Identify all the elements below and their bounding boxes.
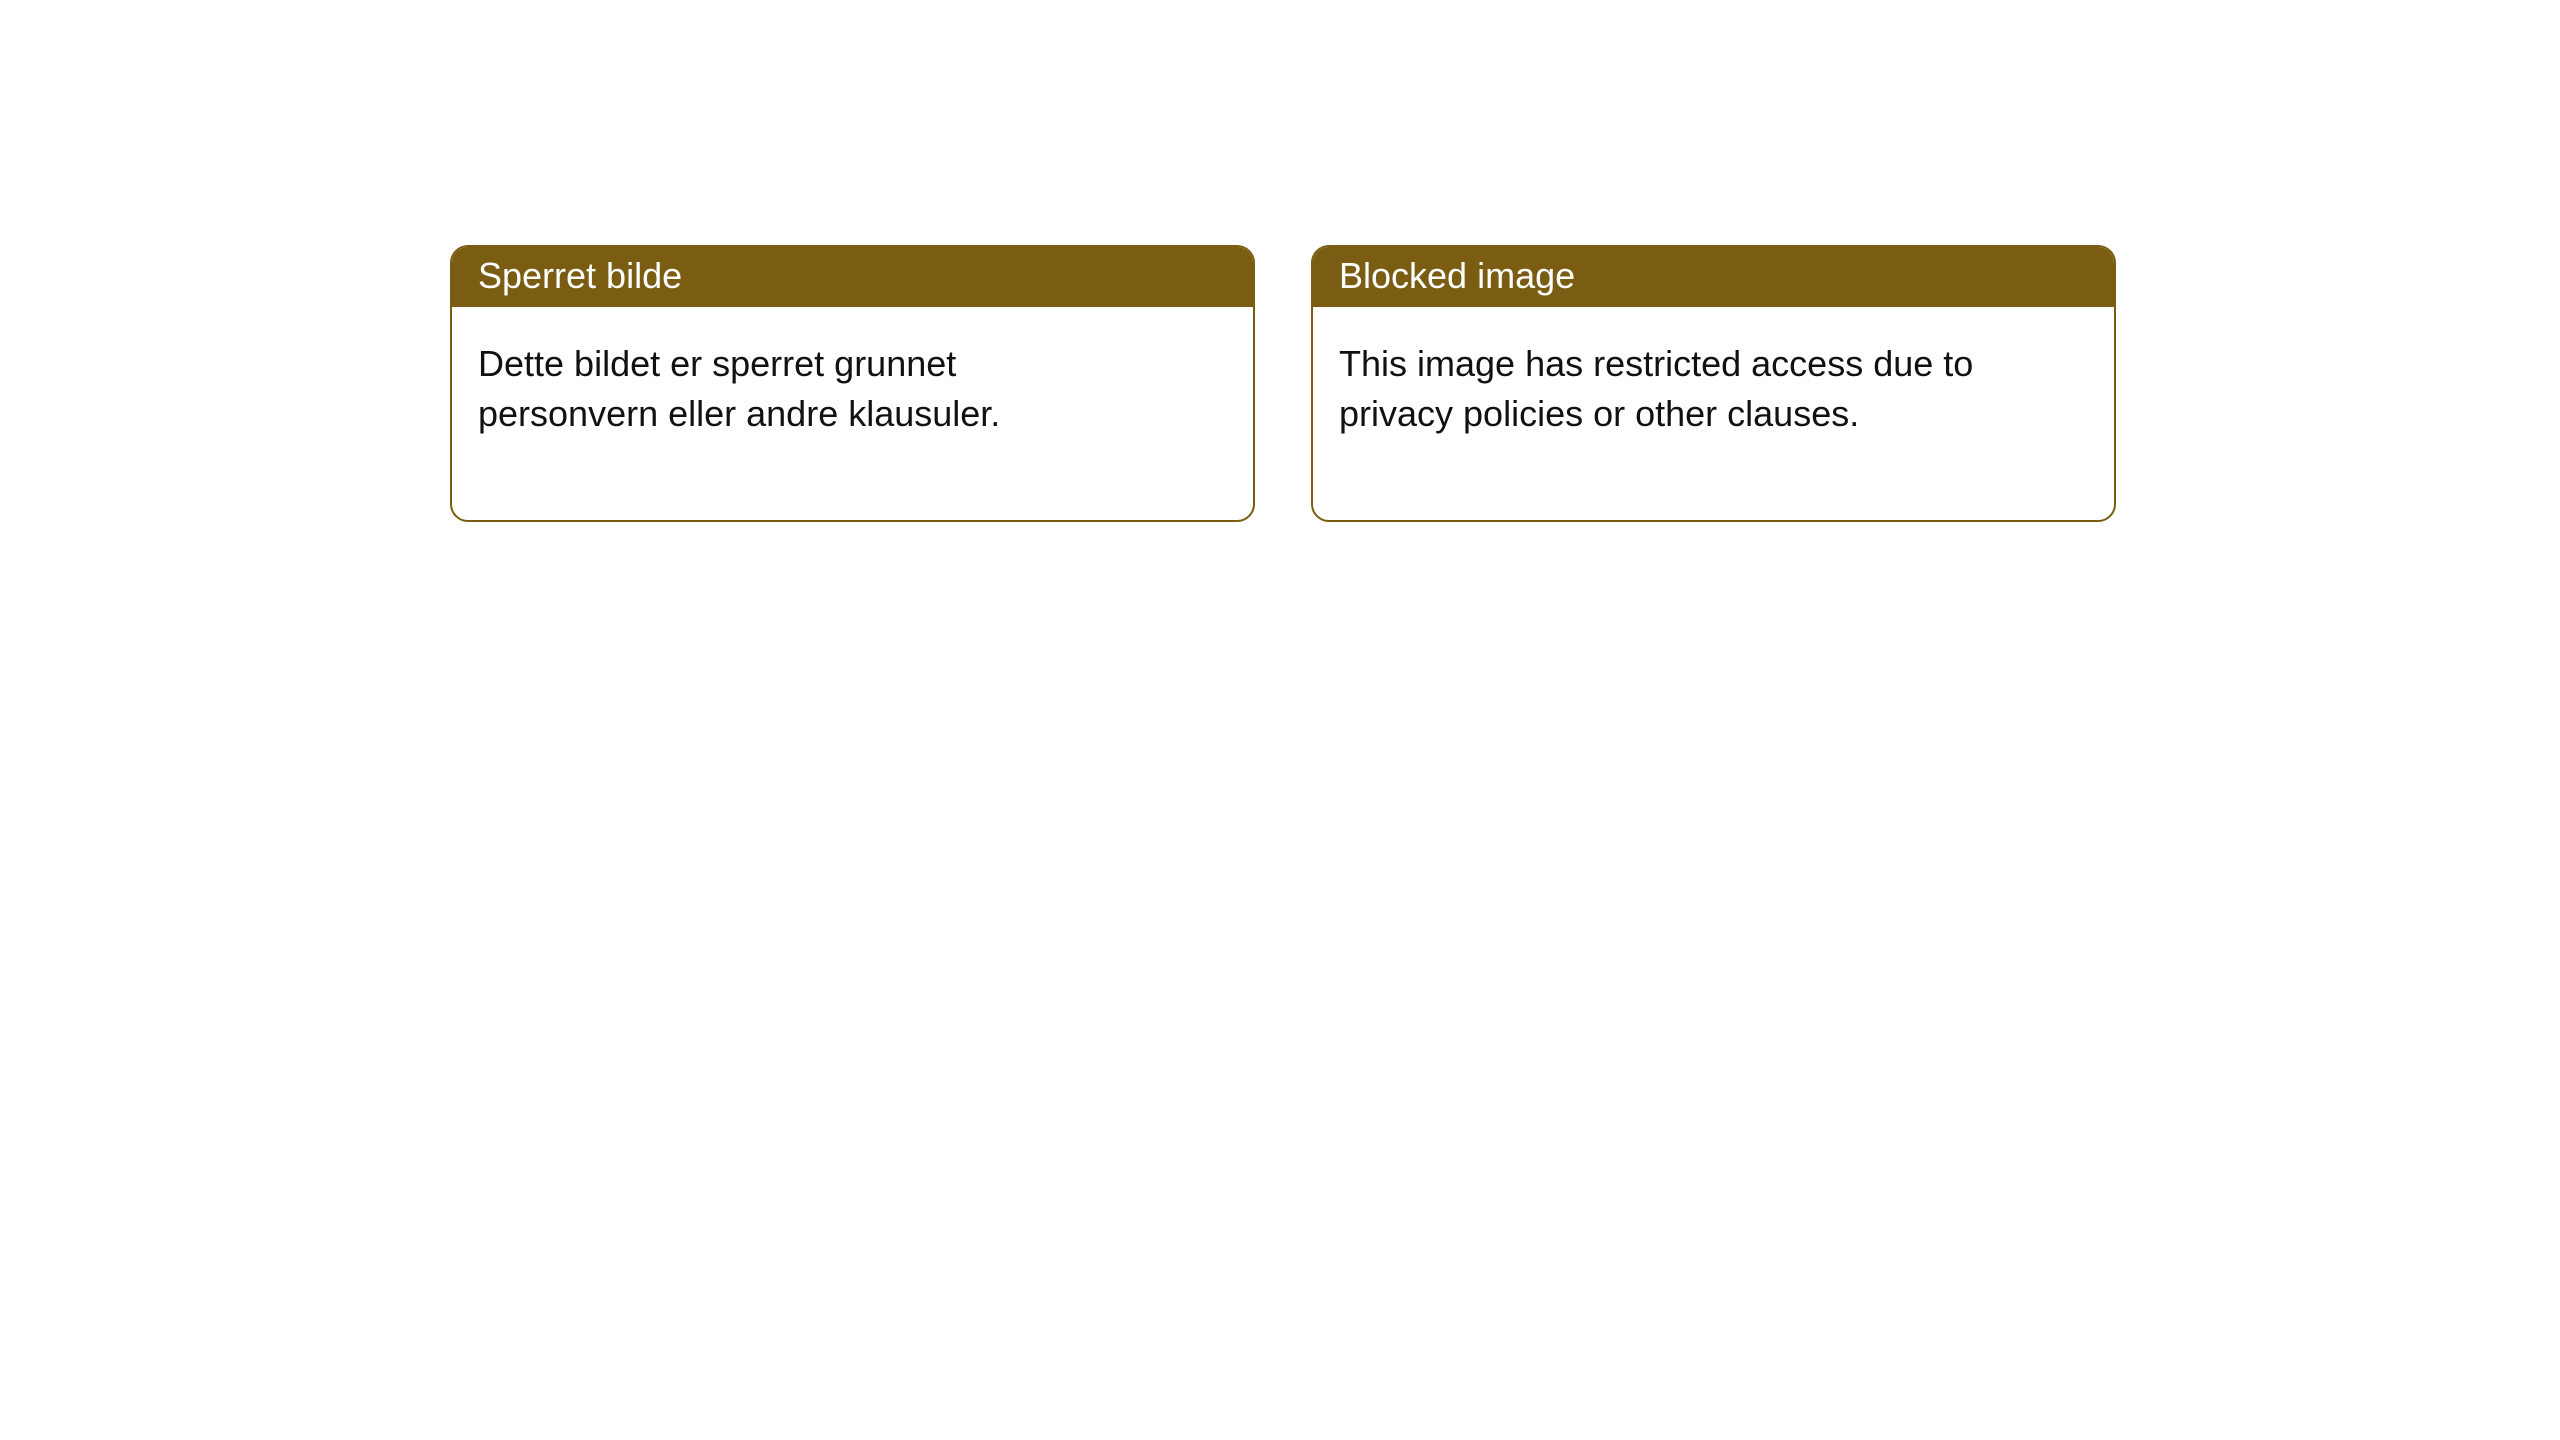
notice-title-english: Blocked image — [1313, 247, 2114, 307]
notice-message-english: This image has restricted access due to … — [1313, 307, 2013, 520]
notice-card-norwegian: Sperret bilde Dette bildet er sperret gr… — [450, 245, 1255, 522]
notice-message-norwegian: Dette bildet er sperret grunnet personve… — [452, 307, 1152, 520]
notice-container: Sperret bilde Dette bildet er sperret gr… — [0, 0, 2560, 522]
notice-title-norwegian: Sperret bilde — [452, 247, 1253, 307]
notice-card-english: Blocked image This image has restricted … — [1311, 245, 2116, 522]
